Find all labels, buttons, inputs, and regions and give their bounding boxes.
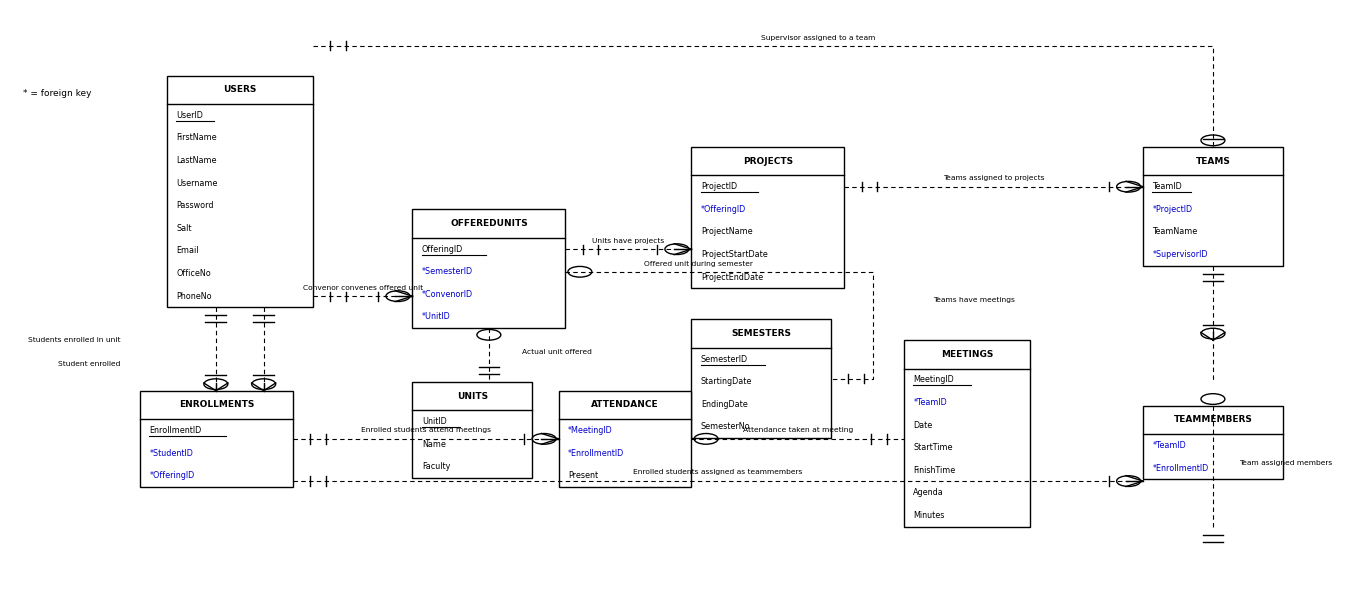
Text: USERS: USERS bbox=[223, 85, 256, 94]
Text: ProjectEndDate: ProjectEndDate bbox=[700, 273, 763, 282]
Text: MeetingID: MeetingID bbox=[913, 376, 954, 385]
Bar bbox=[1143, 406, 1282, 479]
Bar bbox=[140, 391, 293, 487]
Text: ProjectID: ProjectID bbox=[700, 182, 737, 191]
Text: EndingDate: EndingDate bbox=[700, 400, 748, 409]
Text: Faculty: Faculty bbox=[422, 463, 451, 472]
Text: StartTime: StartTime bbox=[913, 443, 953, 452]
Text: *EnrollmentID: *EnrollmentID bbox=[569, 449, 624, 458]
Text: *TeamID: *TeamID bbox=[1152, 441, 1186, 450]
Text: * = foreign key: * = foreign key bbox=[23, 89, 92, 98]
Bar bbox=[167, 75, 313, 308]
Text: OFFEREDUNITS: OFFEREDUNITS bbox=[451, 219, 528, 228]
Text: Students enrolled in unit: Students enrolled in unit bbox=[27, 337, 121, 343]
Text: Minutes: Minutes bbox=[913, 511, 944, 520]
Text: TeamID: TeamID bbox=[1152, 182, 1182, 191]
Text: PROJECTS: PROJECTS bbox=[742, 157, 792, 166]
Text: Offered unit during semester: Offered unit during semester bbox=[643, 261, 753, 267]
Text: Email: Email bbox=[176, 247, 198, 256]
Text: *EnrollmentID: *EnrollmentID bbox=[1152, 464, 1209, 473]
Text: Salt: Salt bbox=[176, 224, 191, 233]
Text: OfferingID: OfferingID bbox=[422, 245, 463, 254]
Text: Password: Password bbox=[176, 201, 213, 210]
Text: Actual unit offered: Actual unit offered bbox=[522, 349, 592, 355]
Text: *ConvenorID: *ConvenorID bbox=[422, 290, 472, 299]
Text: UNITS: UNITS bbox=[457, 391, 487, 400]
Text: TEAMMEMBERS: TEAMMEMBERS bbox=[1174, 415, 1253, 425]
Text: OfficeNo: OfficeNo bbox=[176, 269, 210, 278]
Bar bbox=[692, 320, 830, 438]
Text: Supervisor assigned to a team: Supervisor assigned to a team bbox=[760, 35, 875, 41]
Text: Enrolled students assigned as teammembers: Enrolled students assigned as teammember… bbox=[634, 469, 803, 475]
Text: Enrolled students attend meetings: Enrolled students attend meetings bbox=[361, 427, 491, 433]
Text: Name: Name bbox=[422, 440, 445, 449]
Bar bbox=[559, 391, 692, 487]
Text: ProjectStartDate: ProjectStartDate bbox=[700, 250, 768, 259]
Text: *MeetingID: *MeetingID bbox=[569, 426, 612, 435]
Text: Units have projects: Units have projects bbox=[592, 238, 665, 244]
Bar bbox=[692, 147, 844, 288]
Bar bbox=[413, 382, 532, 478]
Text: Username: Username bbox=[176, 178, 217, 188]
Text: MEETINGS: MEETINGS bbox=[940, 350, 993, 359]
Text: LastName: LastName bbox=[176, 156, 217, 165]
Text: Student enrolled: Student enrolled bbox=[58, 361, 121, 367]
Bar bbox=[413, 209, 566, 328]
Text: Date: Date bbox=[913, 421, 932, 430]
Text: FinishTime: FinishTime bbox=[913, 466, 955, 475]
Text: UserID: UserID bbox=[176, 111, 204, 120]
Text: Present: Present bbox=[569, 471, 598, 480]
Text: Team assigned members: Team assigned members bbox=[1239, 460, 1333, 466]
Text: Attendance taken at meeting: Attendance taken at meeting bbox=[742, 427, 854, 433]
Text: Teams have meetings: Teams have meetings bbox=[932, 297, 1015, 303]
Text: PhoneNo: PhoneNo bbox=[176, 292, 212, 301]
Text: TeamName: TeamName bbox=[1152, 227, 1198, 236]
Text: Teams assigned to projects: Teams assigned to projects bbox=[943, 175, 1045, 181]
Text: *SemesterID: *SemesterID bbox=[422, 267, 472, 276]
Text: FirstName: FirstName bbox=[176, 133, 217, 142]
Text: *OfferingID: *OfferingID bbox=[149, 471, 194, 480]
Text: *TeamID: *TeamID bbox=[913, 398, 947, 407]
Text: ATTENDANCE: ATTENDANCE bbox=[592, 400, 660, 409]
Text: ProjectName: ProjectName bbox=[700, 227, 752, 236]
Text: Convenor convenes offered unit: Convenor convenes offered unit bbox=[303, 285, 423, 291]
Text: SemesterNo: SemesterNo bbox=[700, 423, 750, 432]
Bar bbox=[904, 340, 1030, 527]
Text: Agenda: Agenda bbox=[913, 488, 944, 497]
Text: SemesterID: SemesterID bbox=[700, 355, 748, 364]
Text: *OfferingID: *OfferingID bbox=[700, 205, 746, 214]
Text: ENROLLMENTS: ENROLLMENTS bbox=[179, 400, 254, 409]
Text: *ProjectID: *ProjectID bbox=[1152, 205, 1193, 214]
Text: *UnitID: *UnitID bbox=[422, 312, 451, 321]
Text: TEAMS: TEAMS bbox=[1196, 157, 1231, 166]
Text: SEMESTERS: SEMESTERS bbox=[731, 329, 791, 338]
Bar bbox=[1143, 147, 1282, 266]
Text: UnitID: UnitID bbox=[422, 417, 446, 426]
Text: *SupervisorID: *SupervisorID bbox=[1152, 250, 1208, 259]
Text: EnrollmentID: EnrollmentID bbox=[149, 426, 202, 435]
Text: *StudentID: *StudentID bbox=[149, 449, 193, 458]
Text: StartingDate: StartingDate bbox=[700, 377, 752, 387]
